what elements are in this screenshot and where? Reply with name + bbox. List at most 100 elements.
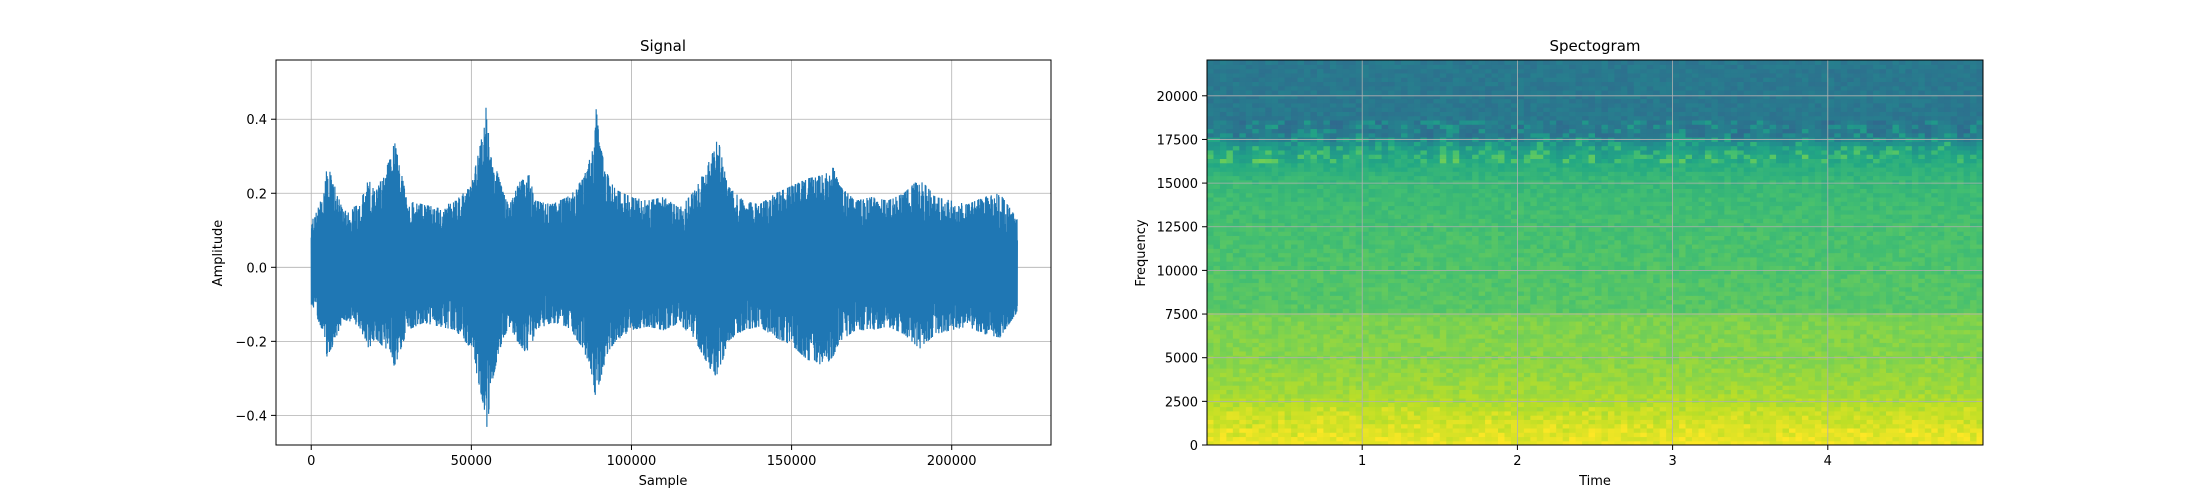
spectrogram-cell	[1252, 308, 1260, 313]
spectrogram-cell	[1278, 320, 1286, 326]
spectrogram-cell	[1937, 380, 1945, 386]
spectrogram-cell	[1472, 419, 1480, 425]
spectrogram-cell	[1291, 380, 1299, 386]
spectrogram-cell	[1420, 308, 1428, 313]
spectrogram-cell	[1291, 427, 1299, 433]
spectrogram-cell	[1207, 419, 1215, 425]
spectrogram-cell	[1898, 410, 1906, 416]
spectrogram-cell	[1776, 312, 1784, 318]
spectrogram-cell	[1776, 291, 1784, 296]
spectrogram-cell	[1646, 368, 1654, 373]
spectrogram-cell	[1653, 419, 1661, 425]
spectrogram-cell	[1207, 415, 1215, 420]
spectrogram-cell	[1724, 376, 1732, 382]
spectrogram-cell	[1750, 320, 1758, 326]
spectrogram-cell	[1549, 338, 1557, 343]
spectrogram-cell	[1530, 299, 1538, 305]
spectrogram-cell	[1297, 299, 1305, 305]
spectrogram-cell	[1446, 432, 1454, 438]
spectrogram-cell	[1782, 363, 1790, 369]
spectrogram-cell	[1284, 376, 1292, 382]
spectrogram-cell	[1575, 342, 1583, 348]
spectrogram-cell	[1226, 278, 1234, 284]
spectrogram-cell	[1866, 320, 1874, 326]
spectrogram-cell	[1562, 273, 1570, 279]
spectrogram-cell	[1905, 385, 1913, 390]
spectrogram-cell	[1226, 440, 1234, 445]
spectrogram-cell	[1711, 320, 1719, 326]
spectrogram-cell	[1840, 312, 1848, 318]
spectrogram-cell	[1562, 423, 1570, 429]
spectrogram-cell	[1937, 312, 1945, 318]
spectrogram-cell	[1847, 295, 1855, 301]
spectrogram-cell	[1847, 359, 1855, 365]
spectrogram-cell	[1840, 406, 1848, 412]
spectrogram-cell	[1659, 329, 1667, 335]
spectrogram-cell	[1737, 329, 1745, 335]
spectrogram-cell	[1918, 320, 1926, 326]
spectrogram-cell	[1698, 397, 1706, 403]
spectrogram-cell	[1439, 303, 1447, 309]
spectrogram-cell	[1769, 333, 1777, 339]
spectrogram-cell	[1957, 320, 1965, 326]
spectrogram-cell	[1556, 372, 1564, 378]
spectrogram-cell	[1401, 440, 1409, 445]
spectrogram-cell	[1258, 385, 1266, 390]
spectrogram-cell	[1271, 265, 1279, 271]
spectrogram-cell	[1672, 273, 1680, 279]
spectrogram-cell	[1355, 273, 1363, 279]
spectrogram-cell	[1401, 342, 1409, 348]
spectrogram-cell	[1685, 440, 1693, 445]
spectrogram-cell	[1970, 410, 1978, 416]
spectrogram-cell	[1879, 282, 1887, 288]
spectrogram-cell	[1924, 427, 1932, 433]
spectrogram-cell	[1950, 368, 1958, 373]
spectrogram-cell	[1252, 316, 1260, 322]
spectrogram-cell	[1834, 419, 1842, 425]
spectrogram-cell	[1582, 312, 1590, 318]
spectrogram-cell	[1595, 286, 1603, 292]
spectrogram-cell	[1905, 286, 1913, 292]
spectrogram-cell	[1459, 436, 1467, 442]
spectrogram-cell	[1653, 376, 1661, 382]
spectrogram-cell	[1517, 363, 1525, 369]
spectrogram-cell	[1704, 308, 1712, 313]
spectrogram-cell	[1536, 432, 1544, 438]
spectrogram-cell	[1944, 432, 1952, 438]
spectrogram-cell	[1853, 389, 1861, 395]
spectrogram-cell	[1595, 368, 1603, 373]
spectrogram-cell	[1607, 299, 1615, 305]
spectrogram-cell	[1769, 440, 1777, 445]
spectrogram-cell	[1944, 269, 1952, 275]
spectrogram-cell	[1860, 368, 1868, 373]
spectrogram-cell	[1795, 402, 1803, 408]
spectrogram-cell	[1278, 436, 1286, 442]
spectrogram-cell	[1549, 432, 1557, 438]
spectrogram-cell	[1620, 376, 1628, 382]
spectrogram-cell	[1931, 282, 1939, 288]
spectrogram-cell	[1879, 359, 1887, 365]
spectrogram-cell	[1504, 368, 1512, 373]
spectrogram-cell	[1459, 410, 1467, 416]
spectrogram-cell	[1782, 295, 1790, 301]
spectrogram-cell	[1381, 316, 1389, 322]
spectrogram-cell	[1239, 312, 1247, 318]
spectrogram-cell	[1413, 291, 1421, 296]
spectrogram-cell	[1905, 350, 1913, 356]
spectrogram-cell	[1666, 342, 1674, 348]
spectrogram-cell	[1536, 329, 1544, 335]
spectrogram-cell	[1349, 380, 1357, 386]
spectrogram-cell	[1245, 320, 1253, 326]
spectrogram-cell	[1588, 273, 1596, 279]
spectrogram-cell	[1517, 359, 1525, 365]
spectrogram-cell	[1950, 410, 1958, 416]
spectrogram-cell	[1918, 436, 1926, 442]
spectrogram-cell	[1653, 406, 1661, 412]
spectrogram-cell	[1866, 427, 1874, 433]
spectrogram-cell	[1232, 402, 1240, 408]
spectrogram-cell	[1646, 415, 1654, 420]
spectrogram-cell	[1588, 312, 1596, 318]
spectrogram-cell	[1433, 432, 1441, 438]
spectrogram-cell	[1795, 346, 1803, 352]
spectrogram-cell	[1970, 350, 1978, 356]
